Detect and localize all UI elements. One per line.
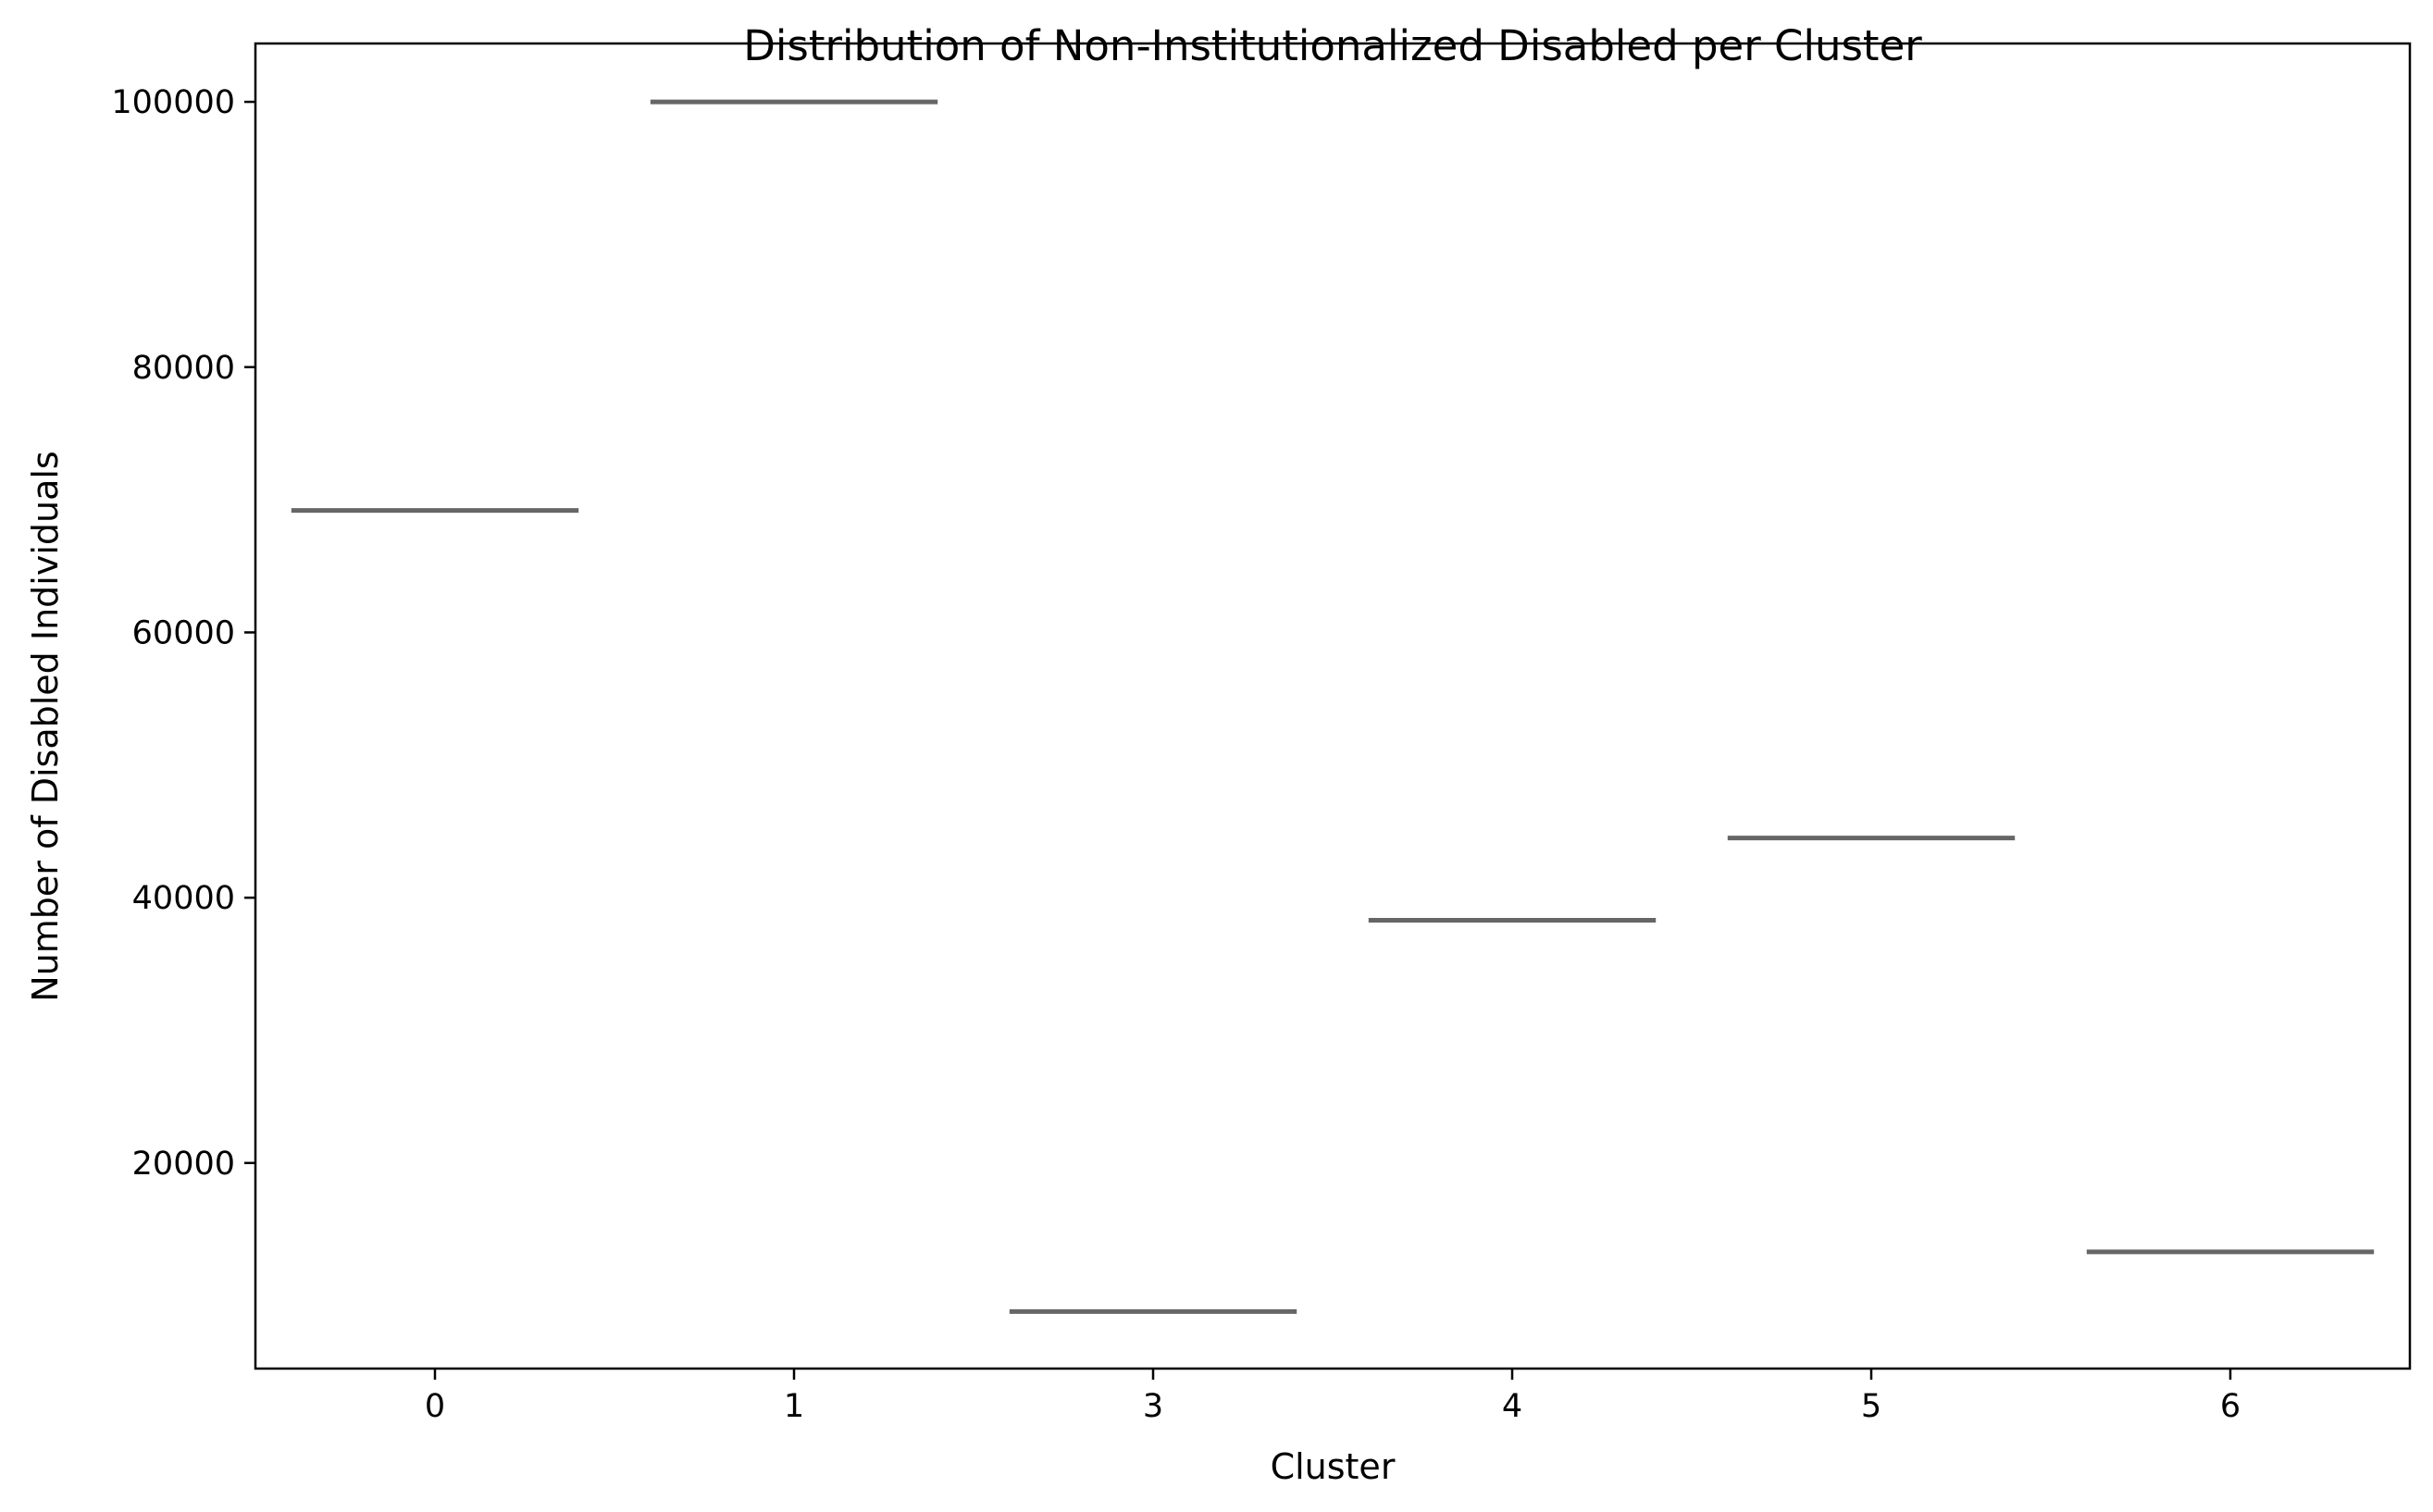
x-tick-label: 0 [425, 1388, 445, 1425]
x-tick-label: 3 [1143, 1388, 1163, 1425]
y-tick-label: 100000 [111, 84, 235, 121]
y-tick-label: 20000 [132, 1146, 235, 1183]
x-axis-label: Cluster [1271, 1446, 1396, 1487]
y-tick-label: 40000 [132, 880, 235, 917]
plot-area: 20000 40000 60000 80000 100000 0 1 3 4 5 6 [111, 42, 2412, 1425]
x-tick-label: 4 [1502, 1388, 1522, 1425]
x-tick-label: 5 [1861, 1388, 1881, 1425]
x-tick-label: 1 [784, 1388, 804, 1425]
chart-title: Distribution of Non-Institutionalized Di… [743, 21, 1922, 70]
y-tick-label: 80000 [132, 350, 235, 387]
y-axis-label: Number of Disabled Individuals [25, 451, 66, 1001]
y-tick-label: 60000 [132, 614, 235, 651]
plot-frame [254, 42, 2412, 1370]
x-tick-label: 6 [2220, 1388, 2241, 1425]
